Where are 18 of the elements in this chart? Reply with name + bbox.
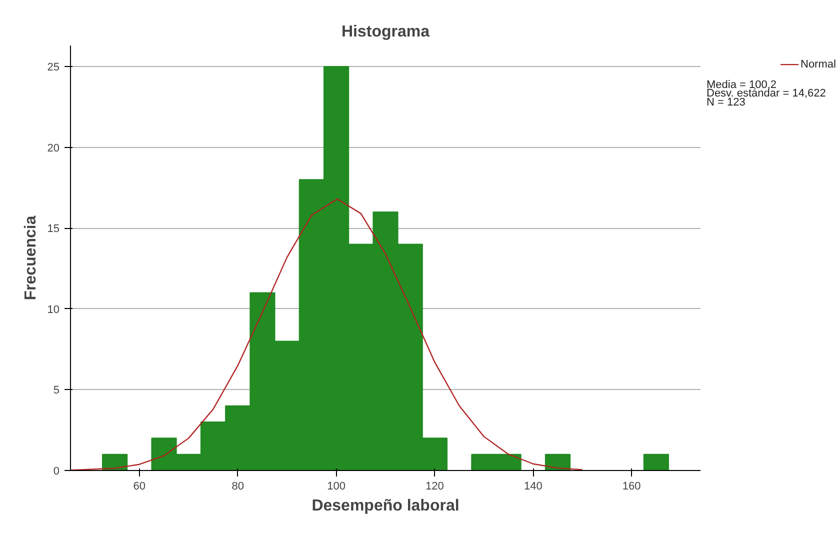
y-tick-label: 5: [53, 384, 60, 397]
x-tick-label: 140: [524, 480, 542, 492]
text: N = 123: [706, 96, 746, 108]
y-tick-label: 25: [47, 62, 60, 74]
x-tick-label: 60: [133, 480, 146, 492]
line-series: [70, 198, 583, 470]
y-tick-label: 10: [47, 304, 60, 316]
y-tick-label: 15: [47, 223, 60, 236]
legend-label: Normal: [800, 58, 836, 71]
x-axis-title: Desempeño laboral: [312, 498, 460, 514]
y-axis-title: Frecuencia: [22, 216, 40, 300]
chart-title: Histograma: [341, 24, 430, 40]
x-tick-label: 80: [232, 480, 244, 492]
y-tick-label: 20: [47, 142, 60, 154]
y-tick-label: 0: [53, 466, 60, 478]
x-tick-label: 120: [426, 480, 444, 492]
x-tick-label: 100: [327, 480, 346, 492]
x-tick-label: 160: [622, 480, 641, 492]
